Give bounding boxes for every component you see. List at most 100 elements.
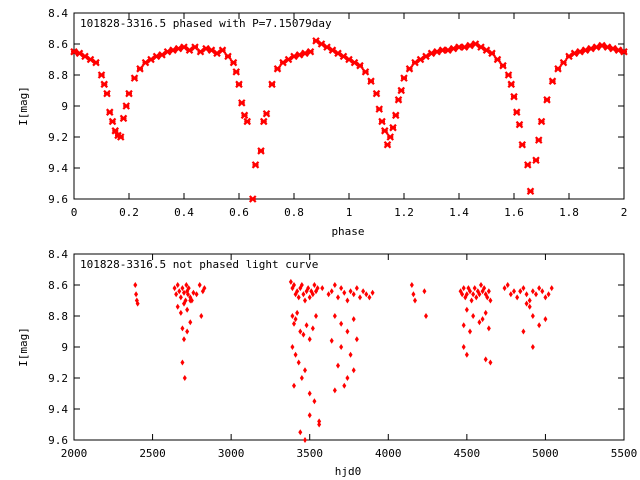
phased-data-point xyxy=(444,46,452,54)
phased-data-point xyxy=(141,58,150,67)
unphased-data-point xyxy=(180,325,185,332)
phased-data-point xyxy=(367,77,375,85)
phased-data-point xyxy=(248,195,257,203)
unphased-data-point xyxy=(468,288,472,295)
unphased-data-point xyxy=(329,288,334,295)
phased-data-point xyxy=(290,52,298,61)
unphased-x-tick-label: 3000 xyxy=(218,447,245,460)
phased-data-point xyxy=(372,89,381,98)
unphased-data-point xyxy=(303,367,307,374)
unphased-data-point xyxy=(312,398,317,405)
unphased-data-point xyxy=(471,313,476,319)
phased-data-point xyxy=(279,58,287,67)
phased-x-tick-label: 0.8 xyxy=(284,206,304,219)
phased-data-point xyxy=(378,117,386,126)
unphased-data-point xyxy=(483,309,488,316)
unphased-data-point xyxy=(295,288,300,295)
unphased-data-point xyxy=(178,294,183,301)
unphased-data-point xyxy=(483,356,488,363)
unphased-data-point xyxy=(296,359,301,366)
unphased-data-point xyxy=(461,322,466,329)
phased-data-point xyxy=(515,120,524,129)
phased-data-point xyxy=(92,58,100,67)
unphased-data-point xyxy=(411,291,416,298)
unphased-data-point xyxy=(185,306,190,313)
unphased-data-point xyxy=(180,285,185,292)
phased-data-point xyxy=(449,44,458,53)
phased-data-point xyxy=(565,52,573,61)
unphased-data-point xyxy=(292,382,296,389)
unphased-data-point xyxy=(303,437,307,443)
phased-x-axis-label: phase xyxy=(331,225,364,238)
unphased-data-point xyxy=(296,294,301,301)
unphased-data-point xyxy=(480,316,485,323)
phased-data-point xyxy=(224,52,232,61)
unphased-y-tick-label: 8.6 xyxy=(48,279,68,292)
unphased-data-point xyxy=(172,285,177,292)
phased-data-point xyxy=(592,43,601,51)
unphased-x-tick-label: 2000 xyxy=(61,447,88,460)
unphased-data-point xyxy=(549,285,554,292)
unphased-data-point xyxy=(290,313,295,319)
unphased-data-point xyxy=(197,282,202,288)
unphased-data-point xyxy=(339,320,344,327)
unphased-data-point xyxy=(310,325,315,332)
unphased-data-point xyxy=(326,291,331,298)
unphased-data-point xyxy=(534,291,538,298)
phased-plot-title: 101828-3316.5 phased with P=7.15079day xyxy=(80,17,332,30)
unphased-data-point xyxy=(320,285,325,292)
unphased-data-point xyxy=(464,351,469,358)
phased-data-point xyxy=(213,49,221,58)
phased-data-point xyxy=(259,117,268,126)
phased-data-point xyxy=(207,46,216,54)
unphased-y-axis-label: I[mag] xyxy=(17,327,30,367)
phased-data-point xyxy=(554,65,562,73)
unphased-data-point xyxy=(303,297,307,304)
unphased-data-point xyxy=(358,294,362,301)
unphased-data-point xyxy=(505,282,510,288)
phased-light-curve-panel: 101828-3316.5 phased with P=7.15079day p… xyxy=(17,7,628,238)
unphased-data-point xyxy=(307,294,312,301)
phased-y-tick-label: 8.6 xyxy=(48,38,68,51)
unphased-data-point xyxy=(461,285,466,292)
unphased-data-point xyxy=(307,412,312,419)
unphased-data-point xyxy=(307,336,312,343)
unphased-data-point xyxy=(175,282,180,288)
unphased-data-point xyxy=(188,297,193,304)
phased-data-point xyxy=(598,41,606,50)
phased-data-point xyxy=(174,44,183,53)
unphased-data-point xyxy=(351,367,356,374)
unphased-data-point xyxy=(185,291,190,298)
unphased-axis-ticks: 2000 2500 3000 3500 4000 4500 5000 5500 8.4 8.6 8.… xyxy=(48,248,637,460)
unphased-data-point xyxy=(339,344,344,350)
unphased-x-tick-label: 2500 xyxy=(139,447,166,460)
unphased-data-point xyxy=(424,313,428,319)
phased-data-point xyxy=(532,156,540,165)
unphased-data-point xyxy=(299,375,304,381)
phased-data-point xyxy=(471,40,480,48)
phased-data-point xyxy=(526,187,535,196)
unphased-data-point xyxy=(312,282,317,288)
phased-data-point xyxy=(570,49,579,58)
phased-data-point xyxy=(306,47,315,56)
unphased-y-tick-label: 9.6 xyxy=(48,434,68,447)
phased-data-point xyxy=(587,44,595,53)
phased-data-point xyxy=(460,43,469,51)
phased-data-point xyxy=(136,65,144,73)
unphased-data-point xyxy=(409,282,414,288)
unphased-data-point xyxy=(292,320,296,327)
phased-y-axis-label: I[mag] xyxy=(17,86,30,126)
unphased-data-point xyxy=(537,322,542,329)
unphased-data-point xyxy=(301,331,306,338)
unphased-data-point xyxy=(175,303,180,310)
phased-y-tick-label: 9 xyxy=(61,100,68,113)
unphased-data-point xyxy=(485,294,490,301)
phased-data-point xyxy=(273,65,282,73)
phased-y-tick-label: 9.2 xyxy=(48,131,68,144)
phased-data-point xyxy=(237,99,246,107)
phased-data-point xyxy=(317,40,326,48)
unphased-y-tick-label: 8.4 xyxy=(48,248,68,261)
phased-data-point xyxy=(334,49,342,58)
phased-data-point xyxy=(147,55,155,64)
unphased-data-point xyxy=(488,359,493,366)
